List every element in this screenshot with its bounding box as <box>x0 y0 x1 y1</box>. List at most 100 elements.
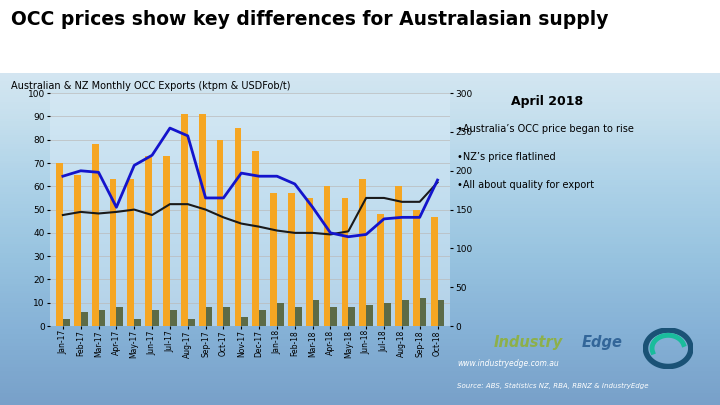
NZ USDFob/t <box>255 174 264 179</box>
Bar <box>324 186 330 326</box>
Aust USDFob/t <box>94 211 103 216</box>
NZ USDFob/t <box>76 168 85 173</box>
Bar <box>152 310 159 326</box>
Aust USDFob/t <box>379 196 388 200</box>
Line: Aust USDFob/t: Aust USDFob/t <box>63 182 438 234</box>
Bar <box>270 193 277 326</box>
Bar <box>402 301 409 326</box>
Aust USDFob/t <box>362 196 371 200</box>
Text: OCC prices show key differences for Australasian supply: OCC prices show key differences for Aust… <box>11 10 608 29</box>
NZ USDFob/t <box>166 126 174 130</box>
Aust USDFob/t <box>112 209 121 214</box>
Aust USDFob/t <box>76 209 85 214</box>
Bar <box>377 214 384 326</box>
Bar <box>223 307 230 326</box>
Text: www.industryedge.com.au: www.industryedge.com.au <box>457 359 559 368</box>
Bar <box>91 145 99 326</box>
Aust USDFob/t <box>184 202 192 207</box>
NZ USDFob/t <box>130 163 138 168</box>
Bar <box>170 310 176 326</box>
NZ USDFob/t <box>219 196 228 200</box>
Text: •Australia’s OCC price began to rise: •Australia’s OCC price began to rise <box>457 124 634 134</box>
NZ USDFob/t <box>58 174 67 179</box>
NZ USDFob/t <box>202 196 210 200</box>
NZ USDFob/t <box>308 205 317 210</box>
Line: NZ USDFob/t: NZ USDFob/t <box>63 128 438 237</box>
Bar <box>235 128 241 326</box>
Bar <box>56 163 63 326</box>
Bar <box>134 319 141 326</box>
NZ USDFob/t <box>94 170 103 175</box>
Bar <box>413 210 420 326</box>
Aust USDFob/t <box>326 232 335 237</box>
Aust USDFob/t <box>58 213 67 217</box>
Bar <box>330 307 337 326</box>
Text: Source: ABS, Statistics NZ, RBA, RBNZ & IndustryEdge: Source: ABS, Statistics NZ, RBA, RBNZ & … <box>457 383 649 389</box>
Aust USDFob/t <box>344 229 353 234</box>
Bar <box>99 310 105 326</box>
Aust USDFob/t <box>273 228 282 233</box>
Bar <box>395 186 402 326</box>
Text: Edge: Edge <box>582 335 623 350</box>
NZ USDFob/t <box>326 230 335 235</box>
Aust USDFob/t <box>219 215 228 220</box>
Aust USDFob/t <box>130 207 138 212</box>
Bar <box>217 140 223 326</box>
Aust USDFob/t <box>308 230 317 235</box>
Bar <box>420 298 426 326</box>
Aust USDFob/t <box>397 199 406 204</box>
NZ USDFob/t <box>362 232 371 237</box>
Bar <box>306 198 312 326</box>
Bar <box>163 156 170 326</box>
Text: Australian & NZ Monthly OCC Exports (ktpm & USDFob/t): Australian & NZ Monthly OCC Exports (ktp… <box>11 81 290 91</box>
Bar <box>145 156 152 326</box>
Aust USDFob/t <box>415 199 424 204</box>
Bar <box>206 307 212 326</box>
NZ USDFob/t <box>148 153 156 158</box>
Aust USDFob/t <box>290 230 299 235</box>
Bar <box>277 303 284 326</box>
Text: •All about quality for export: •All about quality for export <box>457 180 594 190</box>
Aust USDFob/t <box>148 213 156 217</box>
Aust USDFob/t <box>166 202 174 207</box>
Bar <box>199 114 206 326</box>
Bar <box>117 307 123 326</box>
Aust USDFob/t <box>255 224 264 229</box>
NZ USDFob/t <box>290 181 299 186</box>
Aust USDFob/t <box>433 180 442 185</box>
Bar <box>384 303 391 326</box>
Bar <box>366 305 373 326</box>
NZ USDFob/t <box>237 171 246 175</box>
Bar <box>294 307 302 326</box>
Bar <box>288 193 294 326</box>
Text: Industry: Industry <box>493 335 562 350</box>
Bar <box>188 319 194 326</box>
NZ USDFob/t <box>344 234 353 239</box>
Bar <box>81 312 88 326</box>
Aust USDFob/t <box>237 221 246 226</box>
Bar <box>359 179 366 326</box>
Bar <box>181 114 188 326</box>
Bar <box>312 301 320 326</box>
Bar <box>431 217 438 326</box>
Bar <box>259 310 266 326</box>
Bar <box>341 198 348 326</box>
Text: •NZ’s price flatlined: •NZ’s price flatlined <box>457 152 556 162</box>
NZ USDFob/t <box>184 133 192 138</box>
Text: April 2018: April 2018 <box>511 95 583 108</box>
NZ USDFob/t <box>415 215 424 220</box>
Bar <box>109 179 117 326</box>
NZ USDFob/t <box>273 174 282 179</box>
Bar <box>74 175 81 326</box>
NZ USDFob/t <box>379 216 388 221</box>
Bar <box>127 179 134 326</box>
Bar <box>252 151 259 326</box>
Aust USDFob/t <box>202 207 210 212</box>
NZ USDFob/t <box>112 205 121 210</box>
Bar <box>438 301 444 326</box>
NZ USDFob/t <box>433 178 442 183</box>
Bar <box>63 319 70 326</box>
Bar <box>241 317 248 326</box>
Bar <box>348 307 355 326</box>
NZ USDFob/t <box>397 215 406 220</box>
